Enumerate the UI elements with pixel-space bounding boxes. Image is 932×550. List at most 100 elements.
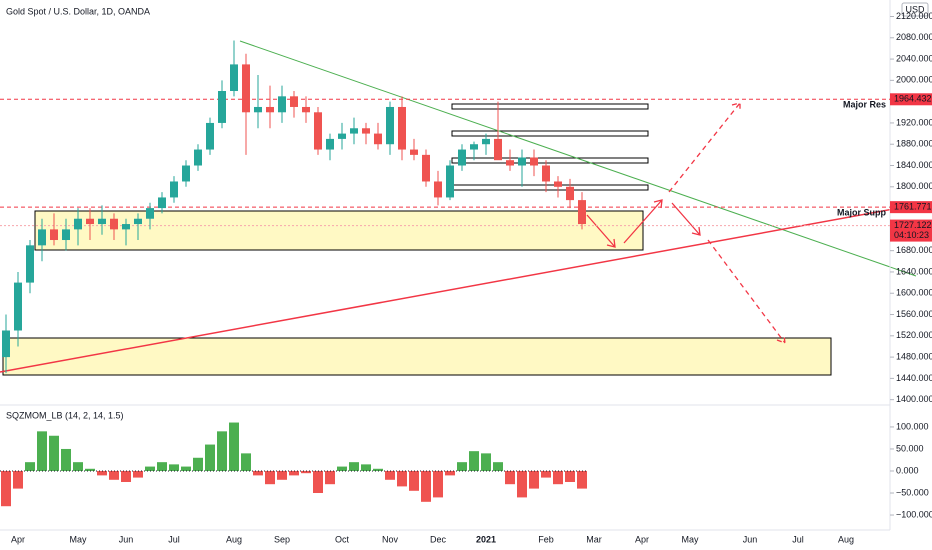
candle-body [374, 133, 382, 145]
momentum-bar [313, 470, 323, 494]
y-tick-label: 1880.000 [896, 139, 932, 149]
x-tick-label: Jul [168, 534, 180, 544]
candle-body [470, 144, 478, 150]
candle-body [446, 165, 454, 198]
x-tick-label: Aug [838, 534, 854, 544]
x-tick-label: Jul [792, 534, 804, 544]
projection-arrows [586, 102, 786, 344]
range-box [451, 157, 649, 164]
resistance-trendline [239, 40, 917, 277]
x-tick-label: Apr [635, 534, 649, 544]
candle-body [506, 160, 514, 166]
y-tick-label: 1440.000 [896, 373, 932, 383]
momentum-bar [97, 470, 107, 476]
momentum-bar [541, 470, 551, 478]
candle-body [14, 282, 22, 331]
y-tick-label: −50.000 [896, 487, 929, 497]
candle-body [278, 96, 286, 113]
momentum-bar [145, 466, 155, 471]
momentum-bar [373, 468, 383, 471]
momentum-bar [85, 468, 95, 471]
momentum-bar [157, 462, 167, 471]
momentum-bar [553, 470, 563, 485]
range-box [451, 130, 649, 137]
momentum-bar [1, 470, 11, 507]
momentum-bar [49, 435, 59, 471]
momentum-bar [445, 470, 455, 476]
candle-body [182, 165, 190, 182]
candle-body [338, 133, 346, 139]
momentum-bar [61, 448, 71, 471]
momentum-bar [133, 470, 143, 478]
arrow [707, 239, 786, 344]
y-tick-label: 100.000 [896, 421, 929, 431]
candle-body [566, 186, 574, 201]
candle-body [206, 122, 214, 150]
momentum-bar [529, 470, 539, 489]
candle-body [422, 154, 430, 182]
x-tick-label: Sep [274, 534, 290, 544]
y-tick-label: 1400.000 [896, 394, 932, 404]
candle-body [218, 91, 226, 123]
candle-body [242, 64, 250, 113]
currency-box[interactable] [901, 2, 929, 17]
y-tick-label: 1800.000 [896, 181, 932, 191]
candle-body [302, 106, 310, 113]
y-tick-label: 50.000 [896, 443, 924, 453]
momentum-bar [73, 462, 83, 471]
momentum-bar [121, 470, 131, 482]
level-name: Major Res [843, 100, 886, 110]
candle-body [2, 330, 10, 358]
x-tick-label: Mar [586, 534, 602, 544]
range-box [451, 103, 649, 110]
x-tick-label: Oct [335, 534, 350, 544]
candle-body [26, 245, 34, 283]
level-price-box [890, 93, 932, 106]
candle-body [254, 106, 262, 113]
momentum-bar [565, 470, 575, 482]
candle-body [194, 149, 202, 166]
candle-body [494, 138, 502, 161]
momentum-bar [325, 470, 335, 485]
x-tick-label: Jun [119, 534, 134, 544]
candle-body [98, 218, 106, 225]
y-tick-label: 1640.000 [896, 266, 932, 276]
x-tick-label: Jun [743, 534, 758, 544]
candle-body [518, 157, 526, 166]
momentum-bar [409, 470, 419, 491]
candle-body [50, 229, 58, 241]
y-tick-label: 1560.000 [896, 309, 932, 319]
momentum-bar [517, 470, 527, 498]
candle-body [326, 138, 334, 150]
candle-body [482, 138, 490, 145]
candle-body [362, 128, 370, 134]
indicator-title: SQZMOM_LB (14, 2, 14, 1.5) [6, 410, 124, 420]
momentum-bar [385, 470, 395, 480]
support-zone [34, 210, 644, 251]
y-tick-label: 0.000 [896, 465, 919, 475]
countdown: 04:10:23 [894, 230, 929, 240]
candle-body [146, 208, 154, 219]
momentum-bar [193, 457, 203, 471]
x-tick-label: Feb [538, 534, 554, 544]
momentum-bar [361, 464, 371, 471]
momentum-bar [241, 453, 251, 471]
momentum-bar [265, 470, 275, 485]
y-tick-label: 1920.000 [896, 117, 932, 127]
last-price: 1727.122 [894, 220, 932, 230]
support-trendline [0, 201, 932, 373]
arrow [668, 102, 741, 193]
momentum-bar [397, 470, 407, 487]
candle-body [578, 200, 586, 225]
currency-label: USD [905, 4, 925, 14]
candle-body [542, 165, 550, 182]
candle-body [410, 149, 418, 155]
momentum-bar [481, 453, 491, 471]
y-tick-label: 1600.000 [896, 288, 932, 298]
y-tick-label: 2000.000 [896, 75, 932, 85]
x-tick-label: Nov [382, 534, 399, 544]
arrow [623, 199, 663, 244]
level-price: 1761.771 [894, 202, 932, 212]
momentum-bar [505, 470, 515, 485]
